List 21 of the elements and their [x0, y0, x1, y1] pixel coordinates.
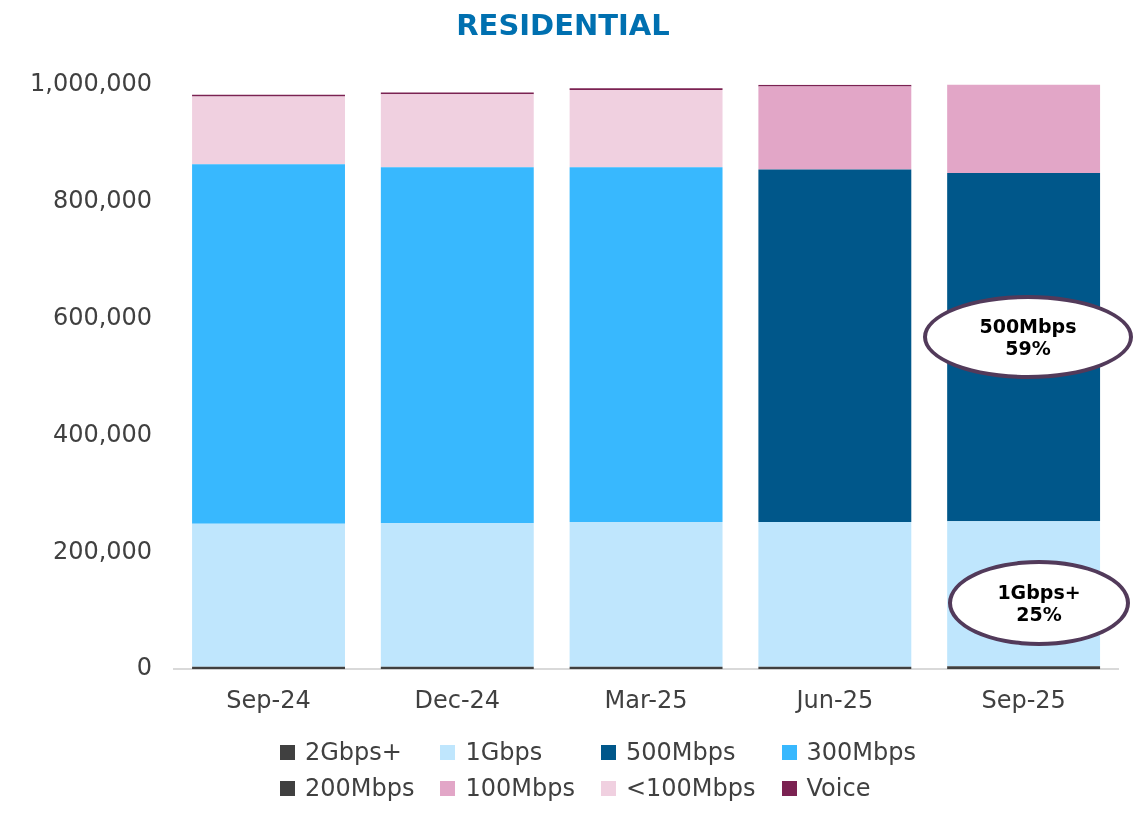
ellipse-callout: 500Mbps 59%	[923, 295, 1133, 379]
x-tick-label: Mar-25	[604, 685, 688, 714]
x-tick-label: Jun-25	[794, 685, 874, 714]
legend-label: Voice	[806, 774, 871, 802]
legend-label: 1Gbps	[465, 738, 543, 766]
y-tick-label: 400,000	[52, 419, 153, 448]
y-tick-label: 800,000	[52, 185, 153, 214]
chart-title: RESIDENTIAL	[456, 7, 670, 42]
legend-label: <100Mbps	[625, 774, 756, 802]
y-tick-label: 0	[136, 653, 153, 682]
x-tick-label: Sep-25	[981, 685, 1066, 714]
y-tick-label: 200,000	[52, 536, 153, 565]
legend-label: 200Mbps	[304, 774, 415, 802]
x-tick-label: Sep-24	[226, 685, 311, 714]
legend-label: 300Mbps	[806, 738, 917, 766]
x-tick-label: Dec-24	[414, 685, 501, 714]
legend-label: 100Mbps	[465, 774, 575, 802]
y-tick-label: 1,000,000	[29, 69, 153, 98]
y-tick-label: 600,000	[52, 302, 153, 331]
legend-label: 500Mbps	[625, 738, 736, 766]
legend-label: 2Gbps+	[304, 738, 402, 766]
